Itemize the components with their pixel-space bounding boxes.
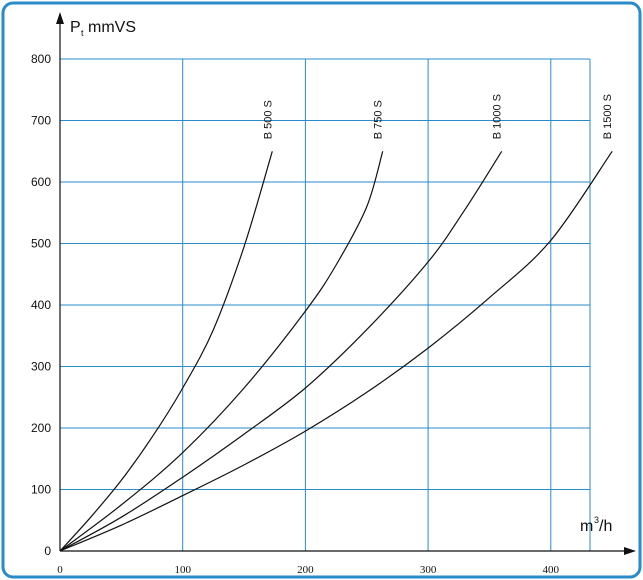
series-line-3 xyxy=(59,150,613,552)
x-tick-label: 400 xyxy=(543,564,560,576)
x-tick-label: 100 xyxy=(174,564,191,576)
series-line-2 xyxy=(59,150,503,552)
y-axis-arrow xyxy=(56,12,64,24)
y-tick-label: 200 xyxy=(31,421,51,435)
grid xyxy=(60,58,591,551)
series-line-0 xyxy=(59,151,273,552)
y-tick-label: 400 xyxy=(31,298,51,312)
x-axis-label: m 3 /h xyxy=(580,515,612,535)
x-tick-label: 0 xyxy=(57,564,63,576)
series-label-0: B 500 S xyxy=(262,100,274,139)
x-label-superscript: 3 xyxy=(594,515,599,525)
y-tick-label: 300 xyxy=(31,360,51,374)
y-axis-label: P t mmVS xyxy=(70,19,136,38)
x-tick-label: 200 xyxy=(297,564,314,576)
curves xyxy=(59,150,613,552)
y-tick-label: 600 xyxy=(31,175,51,189)
y-tick-label: 100 xyxy=(31,483,51,497)
x-label-suffix: /h xyxy=(599,518,612,535)
tick-labels: 0 100 200 300 400 500 600 700 800 0 100 200 300 400 xyxy=(31,52,560,576)
y-tick-label: 700 xyxy=(31,114,51,128)
x-label-unit: m xyxy=(580,518,593,535)
y-label-subscript: t xyxy=(81,28,84,38)
series-labels: B 500 S B 750 S B 1000 S B 1500 S xyxy=(262,94,614,139)
y-tick-label: 500 xyxy=(31,237,51,251)
y-label-unit: mmVS xyxy=(88,19,136,36)
y-label-main: P xyxy=(70,19,81,36)
series-line-1 xyxy=(59,151,384,552)
series-label-1: B 750 S xyxy=(373,100,385,139)
y-tick-label: 800 xyxy=(31,52,51,66)
y-tick-label: 0 xyxy=(44,544,51,558)
axes xyxy=(56,12,636,555)
series-label-2: B 1000 S xyxy=(492,94,504,139)
series-label-3: B 1500 S xyxy=(602,94,614,139)
x-tick-label: 300 xyxy=(420,564,437,576)
x-axis-arrow xyxy=(624,547,636,555)
